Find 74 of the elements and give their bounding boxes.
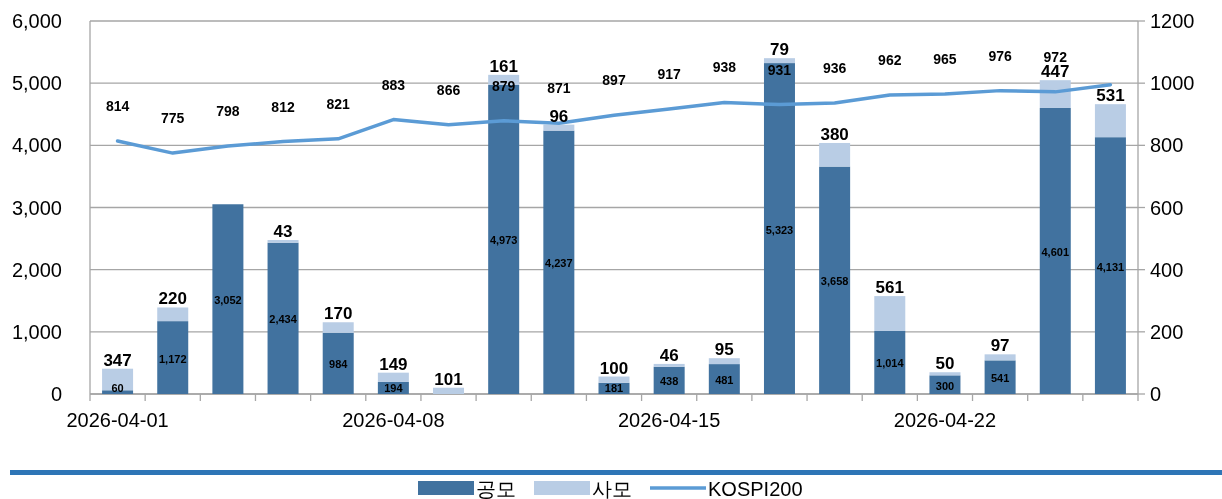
- data-label: 938: [712, 59, 737, 76]
- y-tick-label: 4,000: [11, 134, 62, 157]
- y-tick-label: 0: [50, 383, 62, 405]
- data-label: 3,658: [820, 275, 849, 288]
- y-tick-label: 1,000: [11, 320, 62, 343]
- data-label: 100: [599, 358, 629, 378]
- data-label: 50: [935, 354, 955, 374]
- data-label: 300: [935, 379, 955, 392]
- data-label: 931: [767, 61, 792, 78]
- data-label: 531: [1096, 86, 1125, 106]
- data-label: 4,973: [489, 234, 518, 247]
- data-label: 101: [434, 369, 463, 389]
- y-tick-label: 3,000: [11, 196, 62, 219]
- data-label: 561: [875, 278, 904, 298]
- y2-tick-label: 1000: [1150, 72, 1195, 95]
- data-label: 965: [933, 51, 957, 68]
- data-label: 821: [326, 95, 351, 112]
- data-label: 976: [988, 47, 1012, 64]
- data-label: 438: [659, 375, 679, 388]
- data-label: 220: [158, 289, 187, 309]
- data-label: 4,131: [1096, 260, 1125, 273]
- data-label: 917: [657, 65, 682, 82]
- y2-tick-label: 200: [1150, 320, 1184, 343]
- x-tick-label: 2026-04-08: [342, 409, 445, 431]
- y2-tick-label: 600: [1150, 196, 1184, 219]
- legend-label: KOSPI200: [708, 478, 803, 499]
- y-tick-label: 5,000: [11, 72, 62, 95]
- x-tick-label: 2026-04-15: [618, 409, 721, 431]
- data-label: 95: [714, 340, 734, 360]
- y-tick-label: 2,000: [11, 258, 62, 281]
- data-label: 60: [111, 382, 124, 394]
- data-label: 775: [161, 110, 185, 127]
- y2-tick-label: 800: [1150, 134, 1184, 157]
- data-label: 194: [384, 382, 404, 394]
- legend-label: 사모: [592, 478, 632, 499]
- y2-tick-label: 0: [1150, 383, 1162, 405]
- data-label: 541: [990, 372, 1010, 385]
- data-label: 812: [271, 98, 295, 115]
- x-tick-label: 2026-04-01: [66, 409, 169, 431]
- data-label: 170: [324, 304, 353, 324]
- data-label: 43: [273, 222, 293, 242]
- data-label: 1,172: [158, 352, 187, 365]
- data-label: 96: [549, 106, 569, 126]
- data-label: 46: [659, 345, 679, 365]
- data-label: 883: [381, 76, 406, 93]
- data-label: 871: [547, 80, 571, 97]
- y2-tick-label: 400: [1150, 258, 1184, 281]
- data-label: 962: [878, 51, 902, 68]
- data-label: 181: [604, 382, 624, 394]
- data-label: 4,237: [545, 257, 573, 270]
- data-label: 5,323: [765, 223, 794, 236]
- data-label: 814: [105, 97, 130, 114]
- data-label: 347: [103, 350, 132, 370]
- data-label: 149: [379, 354, 408, 374]
- data-label: 79: [770, 40, 789, 60]
- data-label: 481: [715, 374, 734, 387]
- data-label: 897: [602, 72, 626, 89]
- data-label: 1,014: [876, 357, 905, 370]
- y-tick-label: 6,000: [11, 10, 62, 32]
- x-tick-label: 2026-04-22: [893, 409, 997, 431]
- data-label: 97: [990, 336, 1010, 356]
- y2-tick-label: 1200: [1150, 10, 1195, 32]
- data-label: 984: [329, 358, 349, 371]
- legend-label: 공모: [476, 478, 516, 499]
- data-label: 380: [820, 124, 849, 144]
- data-label: 936: [822, 60, 847, 77]
- data-label: 3,052: [214, 294, 242, 307]
- data-label: 2,434: [269, 313, 298, 326]
- data-label: 161: [489, 56, 518, 76]
- data-label: 4,601: [1041, 245, 1070, 258]
- data-label: 972: [1043, 48, 1068, 65]
- data-label: 866: [436, 81, 461, 98]
- data-label: 798: [216, 102, 240, 119]
- data-label: 447: [1041, 62, 1070, 82]
